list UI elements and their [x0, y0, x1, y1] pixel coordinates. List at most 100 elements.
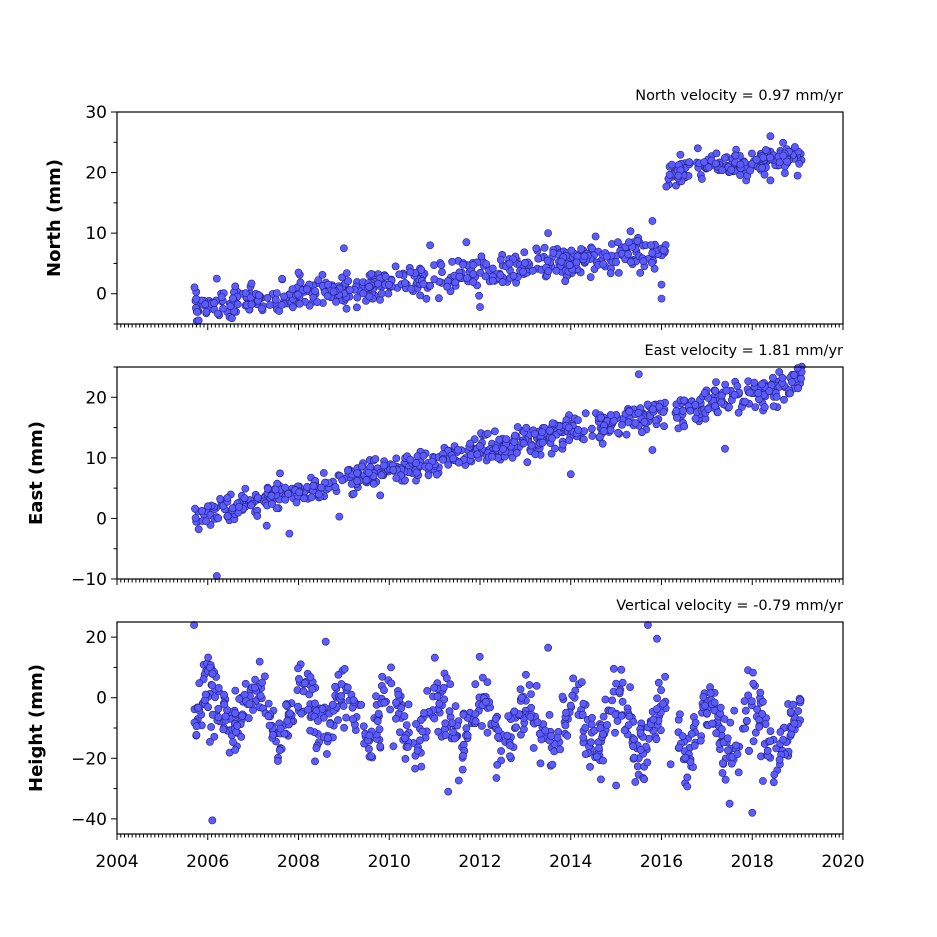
height-data-point [231, 746, 240, 754]
height-data-point [418, 727, 427, 736]
east-data-point [580, 435, 588, 444]
height-data-point [195, 679, 204, 688]
east-data-point [606, 411, 615, 419]
height-data-point [631, 778, 640, 786]
height-data-point [294, 702, 302, 711]
east-data-point [495, 435, 504, 444]
height-data-point [609, 664, 618, 673]
height-data-point [380, 686, 388, 694]
east-panel: East velocity = 1.81 mm/yr East (mm) −10… [26, 343, 844, 590]
height-data-point [683, 782, 692, 791]
north-data-point [659, 246, 668, 255]
north-data-point [374, 279, 382, 288]
north-data-point [339, 244, 348, 253]
north-data-point [498, 278, 507, 287]
height-data-point [520, 725, 528, 734]
east-data-point [349, 489, 358, 498]
east-data-point [425, 462, 433, 471]
east-data-point [466, 439, 474, 448]
height-data-point [359, 722, 368, 731]
east-data-point [780, 395, 788, 404]
north-data-point [657, 294, 666, 303]
height-data-point [759, 697, 767, 706]
north-data-point [277, 301, 286, 309]
height-data-point [322, 750, 331, 758]
height-data-point [716, 703, 725, 712]
height-data-point [678, 732, 687, 740]
height-data-point [220, 700, 229, 709]
north-data-point [482, 260, 491, 268]
height-data-point [601, 695, 610, 704]
height-data-point [340, 723, 348, 732]
height-data-point [459, 751, 467, 760]
height-data-point [194, 703, 202, 712]
east-data-point [191, 514, 200, 522]
height-data-point [339, 702, 348, 710]
north-data-point [294, 268, 303, 277]
north-data-point [263, 293, 272, 302]
height-data-point [588, 714, 596, 722]
height-data-point [402, 721, 411, 729]
height-data-point [611, 728, 619, 737]
north-data-point [775, 158, 784, 167]
east-data-point [606, 426, 615, 434]
height-data-point [504, 712, 513, 720]
east-data-point [412, 459, 420, 467]
east-data-point [659, 408, 668, 416]
east-data-point [424, 471, 433, 480]
height-data-point [310, 699, 319, 708]
east-data-point [712, 378, 720, 386]
height-data-point [280, 729, 289, 738]
north-data-point [674, 171, 683, 180]
north-data-point [731, 151, 740, 160]
east-data-point [691, 414, 700, 423]
east-data-point [758, 380, 766, 389]
height-data-point [391, 714, 400, 723]
height-data-point [442, 674, 451, 683]
north-data-point [766, 153, 774, 162]
north-data-point [496, 255, 505, 264]
north-data-point [367, 269, 376, 278]
height-data-point [561, 721, 570, 730]
north-data-point [254, 291, 263, 300]
height-data-point [618, 697, 627, 706]
north-data-point [323, 292, 332, 301]
north-data-point [342, 304, 351, 313]
height-data-point [753, 705, 761, 714]
north-data-point [288, 303, 297, 312]
height-xtick-label: 2006 [186, 852, 229, 872]
north-data-point [219, 304, 227, 313]
north-data-point [505, 259, 514, 268]
east-data-point [530, 429, 539, 438]
east-data-point [513, 423, 522, 431]
height-data-point [790, 719, 799, 728]
east-data-point [303, 482, 311, 491]
height-data-point [401, 734, 409, 743]
height-data-point [493, 733, 502, 741]
east-data-point [454, 445, 462, 454]
height-data-point [430, 653, 439, 662]
height-data-point [264, 699, 273, 708]
height-data-point [675, 743, 683, 752]
height-data-point [391, 698, 400, 707]
north-data-point [288, 285, 297, 294]
north-data-point [313, 298, 322, 306]
north-data-point [228, 294, 237, 303]
height-data-point [308, 685, 317, 694]
height-data-point [696, 736, 705, 745]
height-data-point [342, 713, 350, 722]
east-data-point [523, 458, 532, 467]
north-data-point [759, 153, 768, 162]
east-data-point [512, 448, 521, 457]
north-data-point [202, 307, 211, 316]
east-data-point [276, 469, 284, 478]
north-data-point [192, 294, 201, 303]
height-data-point [211, 693, 219, 702]
north-data-point [779, 151, 788, 160]
height-data-point [775, 755, 784, 764]
height-data-point [581, 723, 590, 732]
north-data-point [748, 149, 756, 158]
north-data-point [758, 163, 767, 172]
height-data-point [649, 715, 658, 724]
height-data-point [235, 695, 244, 703]
